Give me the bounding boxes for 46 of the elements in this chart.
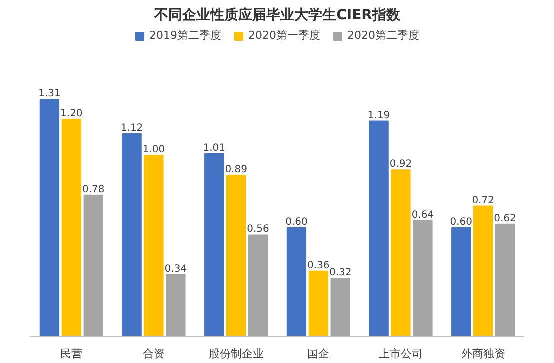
chart-title: 不同企业性质应届毕业大学生CIER指数 (154, 6, 402, 24)
bar (308, 270, 328, 336)
bar (226, 175, 246, 336)
bar (413, 220, 433, 336)
bar (84, 194, 104, 336)
data-label: 0.36 (308, 260, 330, 272)
x-tick-label: 股份制企业 (208, 348, 264, 360)
bar (495, 224, 516, 336)
bar (391, 170, 411, 336)
bar (369, 120, 389, 336)
data-label: 1.01 (203, 142, 226, 154)
data-label: 1.00 (142, 144, 166, 156)
data-label: 0.72 (472, 195, 494, 206)
legend-label: 2020第一季度 (248, 28, 320, 43)
data-label: 0.56 (247, 224, 270, 236)
data-label: 0.64 (412, 210, 434, 221)
x-tick-label: 国企 (308, 348, 330, 360)
data-label: 1.12 (120, 122, 144, 134)
x-tick-label: 民营 (60, 348, 83, 360)
bar (204, 153, 224, 336)
data-label: 0.34 (164, 264, 188, 276)
data-label: 0.32 (329, 268, 352, 279)
x-tick-label: 外商独资 (461, 348, 506, 360)
bar (330, 278, 350, 336)
bar (40, 99, 60, 336)
bar (122, 133, 142, 336)
data-label: 1.19 (368, 110, 390, 122)
bar (286, 227, 307, 336)
bar (166, 274, 186, 336)
x-tick-label: 上市公司 (379, 348, 423, 360)
data-label: 0.60 (450, 216, 473, 228)
bar (144, 155, 164, 336)
bar (474, 206, 494, 336)
bar (248, 234, 268, 336)
data-label: 1.31 (38, 88, 61, 100)
data-label: 0.62 (494, 213, 516, 224)
data-label: 1.20 (60, 108, 83, 120)
x-tick-label: 合资 (143, 348, 165, 360)
data-label: 0.92 (390, 159, 412, 170)
data-label: 0.89 (225, 164, 248, 176)
legend-label: 2019第二季度 (150, 28, 222, 43)
data-label: 0.78 (82, 184, 105, 196)
bar (62, 118, 82, 336)
legend-label: 2020第二季度 (348, 28, 420, 43)
bar (452, 227, 472, 336)
data-label: 0.60 (286, 216, 308, 228)
